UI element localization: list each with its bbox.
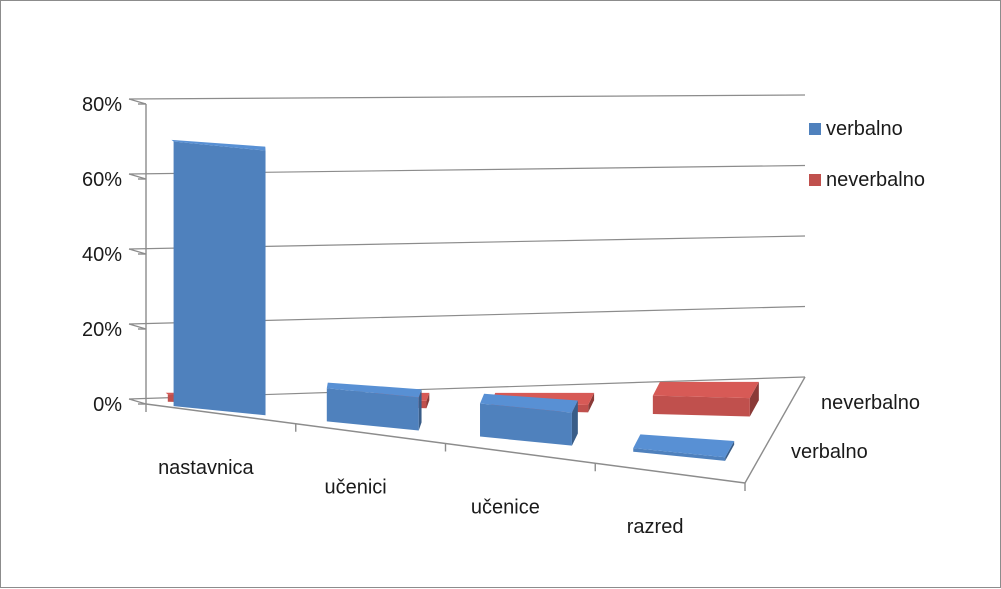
category-label: nastavnica — [158, 457, 254, 479]
bar-neverbalno — [653, 382, 759, 417]
y-tick-label: 80% — [82, 94, 122, 116]
gridline-side — [129, 324, 146, 329]
gridline-side — [129, 99, 146, 104]
bar-front — [653, 396, 750, 417]
depth-label: verbalno — [791, 441, 868, 463]
bars — [166, 140, 759, 461]
legend: verbalno neverbalno — [809, 118, 925, 191]
y-tick-label: 40% — [82, 244, 122, 266]
y-tick-label: 0% — [93, 394, 122, 416]
depth-label: neverbalno — [821, 392, 920, 414]
y-tick-labels: 0% 20% 40% 60% 80% — [82, 94, 122, 416]
gridline-side — [129, 399, 146, 404]
bar-top — [653, 382, 759, 398]
bar-front — [174, 142, 266, 416]
category-labels: nastavnica učenici učenice razred — [158, 457, 683, 538]
bar-verbalno — [633, 434, 734, 461]
gridline-side — [129, 249, 146, 254]
bar-verbalno — [327, 383, 422, 431]
depth-axis-labels: neverbalno verbalno — [791, 392, 920, 463]
bar-verbalno — [171, 140, 265, 415]
y-tick-label: 60% — [82, 169, 122, 191]
gridline — [129, 95, 805, 99]
gridline-side — [129, 174, 146, 179]
legend-label: verbalno — [826, 118, 903, 140]
legend-swatch — [809, 123, 821, 135]
category-label: učenici — [324, 477, 386, 499]
y-tick-label: 20% — [82, 319, 122, 341]
category-label: razred — [627, 516, 684, 538]
legend-label: neverbalno — [826, 169, 925, 191]
category-label: učenice — [471, 496, 540, 518]
bar-verbalno — [480, 394, 578, 446]
legend-swatch — [809, 174, 821, 186]
